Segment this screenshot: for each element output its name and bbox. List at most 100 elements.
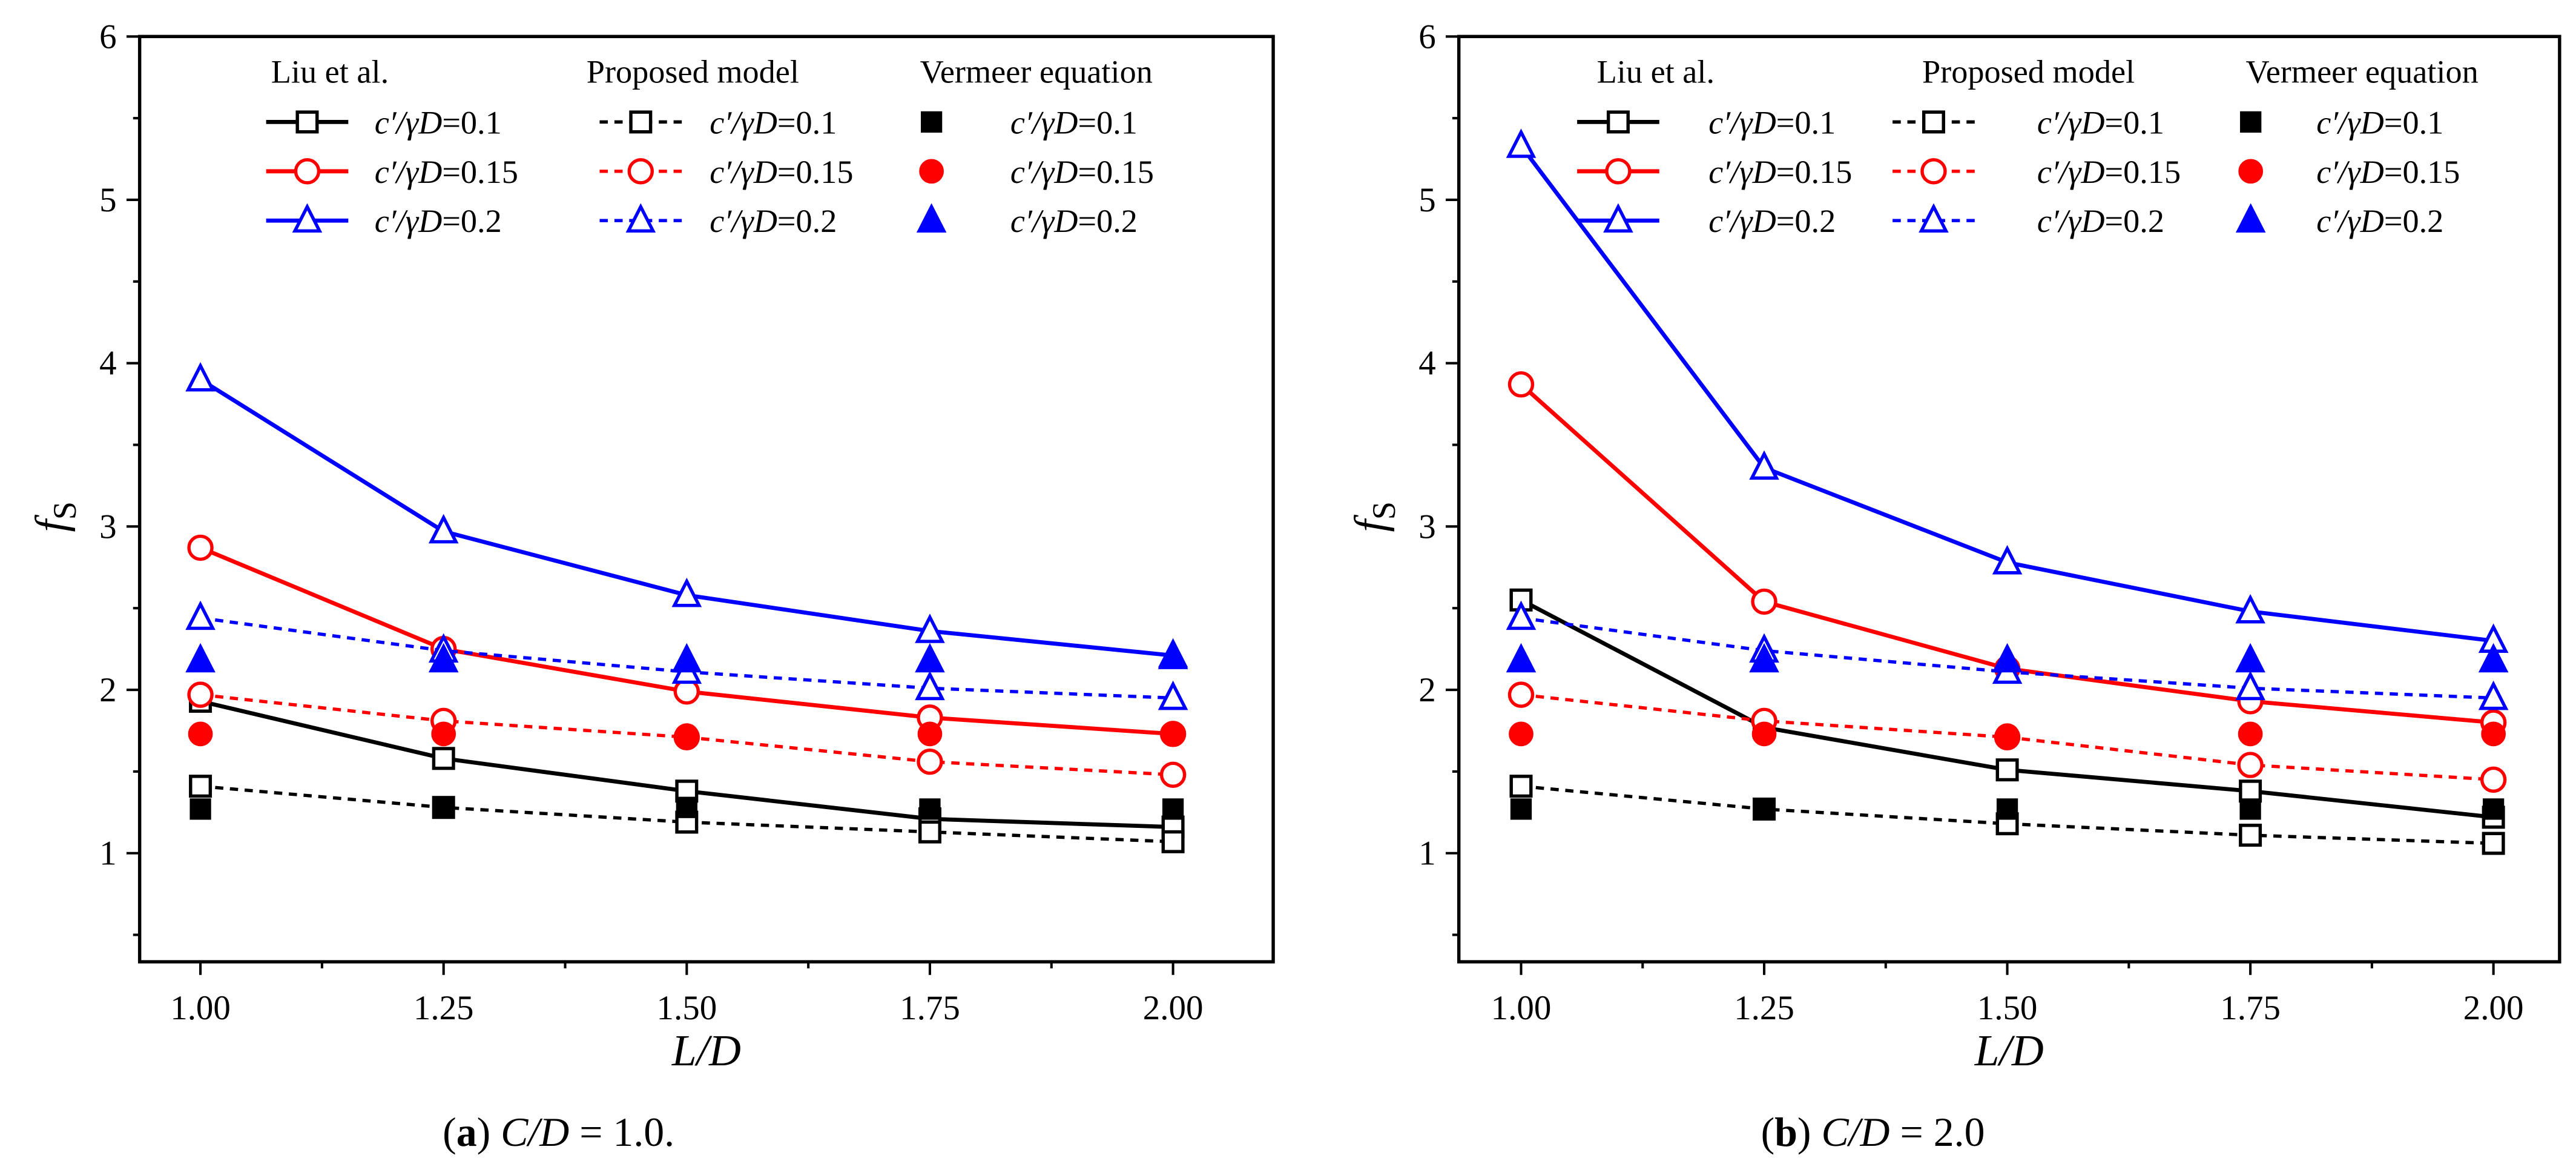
x-tick-label: 1.75 [2220,989,2281,1027]
legend-value: =0.2 [442,203,501,239]
data-point [189,798,211,820]
y-tick-label: 5 [99,181,116,219]
legend-value: =0.1 [442,104,501,141]
legend-marker [919,159,944,184]
x-tick-label: 1.00 [170,989,231,1027]
data-point [187,681,214,708]
series-circle-filled-none [188,721,1185,748]
y-tick-label: 6 [99,18,116,56]
legend-param: c′/γD [2037,203,2105,239]
data-point [2478,643,2509,673]
legend-item: c′/γD=0.2 [599,203,837,239]
data-point [428,643,459,673]
data-point [2482,832,2505,855]
data-point [917,748,943,775]
legend-param: c′/γD [1010,104,1078,141]
legend-label: c′/γD=0.1 [2316,104,2443,141]
data-point [1992,643,2023,673]
caption-var: C/D [1821,1110,1889,1155]
legend-label: c′/γD=0.1 [2037,104,2164,141]
caption-close: ) [1797,1110,1822,1155]
data-point [187,534,214,561]
plot-frame [137,35,1275,964]
legend-param: c′/γD [1708,104,1776,141]
data-point [189,775,212,798]
legend-marker [916,203,947,233]
legend-label: c′/γD=0.2 [1010,203,1138,239]
data-point [676,796,697,818]
legend-marker [1606,110,1630,134]
series-line [199,377,1173,658]
y-axis-label-subscript: S [1366,501,1402,520]
series-triangle-solid [1506,128,2509,653]
legend-label: c′/γD=0.1 [1010,104,1138,141]
x-axis-label: L/D [671,1026,741,1075]
legend-marker [1603,203,1633,233]
legend-param: c′/γD [2037,104,2105,141]
data-point [428,514,459,544]
caption-letter: a [456,1110,477,1155]
legend-marker [2240,111,2262,133]
caption-var: C/D [501,1110,569,1155]
caption-letter: b [1774,1110,1797,1155]
legend-value: =0.1 [1776,104,1836,141]
series-line [200,784,1173,844]
data-point [433,796,455,818]
legend-item: c′/γD=0.1 [1577,104,1836,141]
legend-value: =0.2 [2105,203,2164,239]
data-point [2239,824,2262,847]
legend-label: c′/γD=0.1 [1708,104,1836,141]
data-point [2239,779,2262,803]
caption-rest: = 1.0. [569,1110,674,1155]
data-point [185,362,216,392]
legend-marker [2238,159,2264,184]
legend-param: c′/γD [2316,104,2384,141]
data-point [1749,450,1779,480]
legend-label: c′/γD=0.2 [710,203,837,239]
data-point [671,577,702,607]
data-point [2235,594,2265,624]
legend-label: c′/γD=0.2 [2037,203,2164,239]
plot-frame [1457,35,2561,964]
legend-marker [629,110,653,134]
data-point [918,820,941,844]
y-tick-label: 4 [99,345,116,383]
legend-marker [1922,110,1945,134]
legend-marker [1920,158,1947,185]
x-tick-label: 1.50 [1977,989,2038,1027]
y-tick-label: 2 [99,671,116,709]
data-point [1751,588,1777,615]
data-point [1158,640,1188,669]
legend-label: c′/γD=0.15 [710,154,853,190]
legend-param: c′/γD [2316,154,2384,190]
y-tick-label: 1 [99,835,116,873]
legend-label: c′/γD=0.2 [2316,203,2443,239]
legend-label: c′/γD=0.2 [1708,203,1836,239]
data-point [1509,721,1533,747]
legend-label: c′/γD=0.15 [1708,154,1852,190]
legend-label: c′/γD=0.15 [375,154,518,190]
legend-param: c′/γD [1708,154,1776,190]
legend-marker [920,111,943,133]
series-triangle-filled-none [1506,643,2509,673]
legend-value: =0.1 [2384,104,2443,141]
legend-marker [2235,203,2266,233]
data-point [1749,643,1779,673]
y-tick-label: 4 [1418,345,1435,383]
data-point [2481,721,2506,747]
legend-value: =0.1 [1078,104,1138,141]
data-point [2239,798,2261,820]
legend-header: Liu et al. [271,53,389,90]
legend-marker [292,203,323,233]
series-line [1521,784,2494,845]
data-point [185,643,216,673]
legend-value: =0.1 [777,104,837,141]
legend-item: c′/γD=0.15 [919,154,1154,190]
x-tick-label: 1.00 [1491,989,1552,1027]
legend-label: c′/γD=0.1 [375,104,502,141]
legend-marker [295,110,319,134]
legend-marker [625,203,656,233]
legend-item: c′/γD=0.15 [599,154,853,190]
legend-item: c′/γD=0.2 [1892,203,2164,239]
legend-header: Liu et al. [1597,53,1715,90]
